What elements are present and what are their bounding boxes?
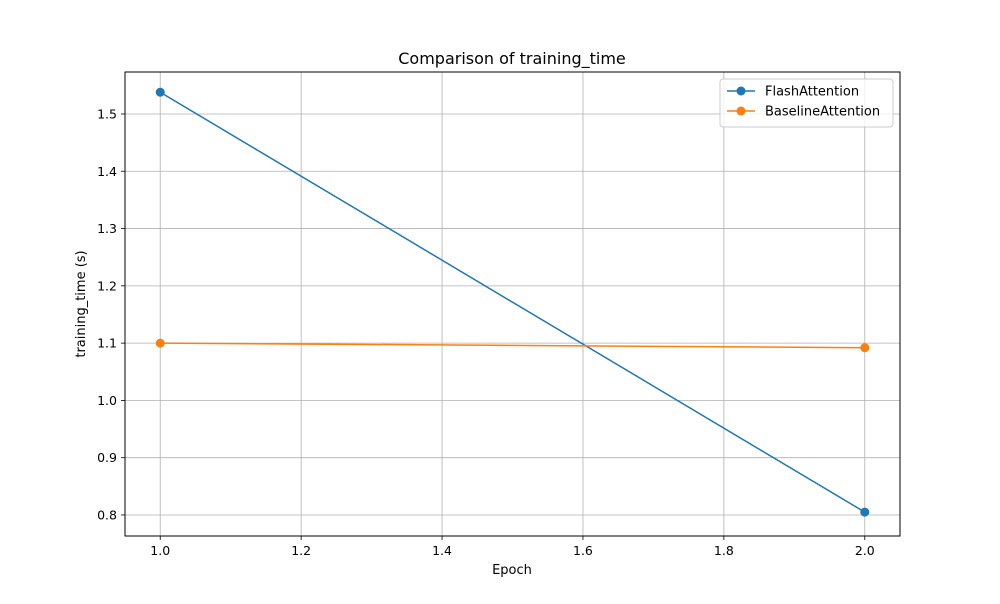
x-tick-label: 1.4 <box>432 543 452 558</box>
y-tick-label: 1.0 <box>97 393 117 408</box>
legend-box <box>719 78 894 128</box>
series-line-baselineattention <box>159 342 866 349</box>
legend: FlashAttention BaselineAttention <box>719 78 894 128</box>
series-layer <box>155 87 870 517</box>
y-tick-label: 1.2 <box>97 278 117 293</box>
legend-label-baselineattention: BaselineAttention <box>765 105 880 120</box>
x-tick-label: 1.6 <box>573 543 593 558</box>
x-tick-label: 2.0 <box>855 543 875 558</box>
y-tick-label: 1.1 <box>97 336 117 351</box>
series-line-flashattention <box>159 91 866 514</box>
y-tick-label: 0.8 <box>97 507 117 522</box>
y-tick-label: 0.9 <box>97 450 117 465</box>
data-point-flashattention <box>155 87 165 97</box>
data-point-flashattention <box>860 507 870 517</box>
chart-title: Comparison of training_time <box>398 49 626 69</box>
data-point-baselineattention <box>860 343 870 353</box>
y-tick-label: 1.3 <box>97 221 117 236</box>
x-axis-label: Epoch <box>492 563 532 578</box>
x-tick-label: 1.0 <box>150 543 170 558</box>
legend-marker-flashattention <box>736 86 746 96</box>
y-axis-label: training_time (s) <box>74 250 89 357</box>
grid-lines <box>125 72 900 536</box>
y-axis-ticks: 0.8 0.9 1.0 1.1 1.2 1.3 1.4 1.5 <box>97 106 125 522</box>
data-point-baselineattention <box>155 338 165 348</box>
plot-frame <box>124 71 901 537</box>
legend-marker-baselineattention <box>736 106 746 116</box>
y-tick-label: 1.4 <box>97 164 117 179</box>
legend-label-flashattention: FlashAttention <box>765 85 859 100</box>
y-tick-label: 1.5 <box>97 106 117 121</box>
x-tick-label: 1.8 <box>714 543 734 558</box>
x-axis-ticks: 1.0 1.2 1.4 1.6 1.8 2.0 <box>150 536 875 558</box>
plot-area-background <box>125 72 900 536</box>
x-tick-label: 1.2 <box>291 543 311 558</box>
